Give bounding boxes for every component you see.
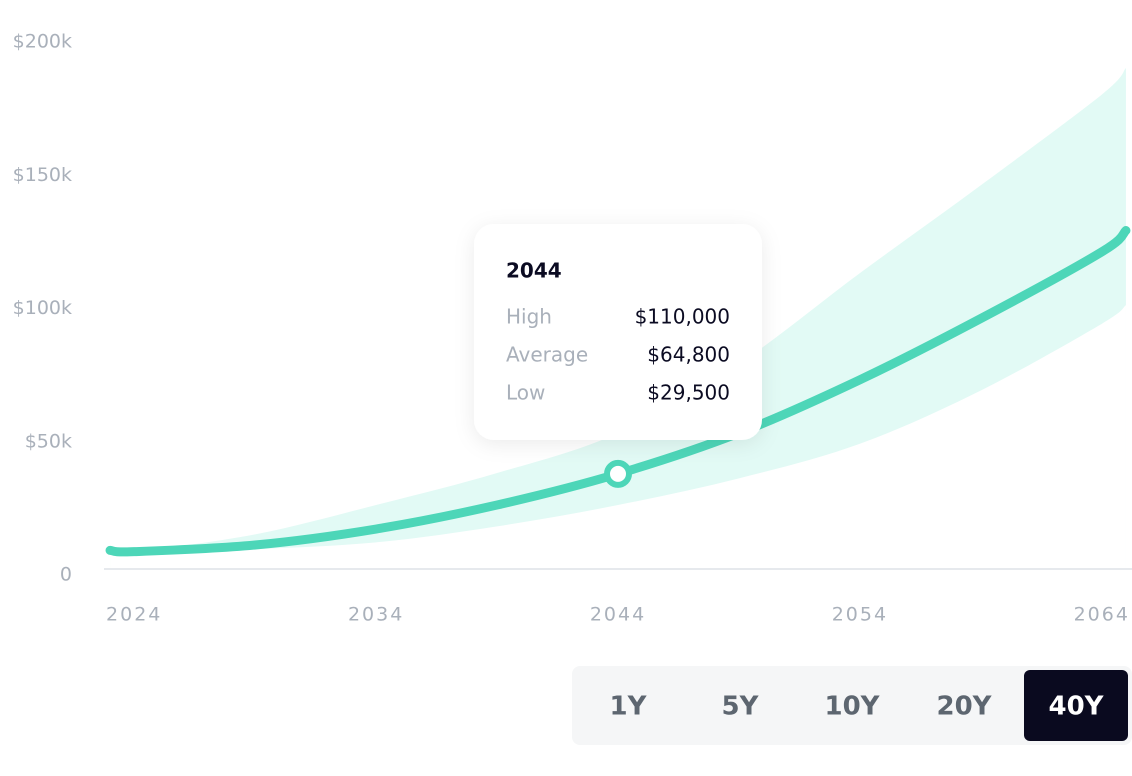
tooltip-value: $110,000 <box>635 305 730 329</box>
range-button-selected <box>1024 670 1128 741</box>
tooltip-title: 2044 <box>506 259 562 283</box>
y-tick-label: $50k <box>25 430 72 452</box>
tooltip-label: High <box>506 305 552 329</box>
x-tick-label: 2034 <box>348 604 404 626</box>
tooltip-value: $29,500 <box>647 381 730 405</box>
tooltip: 2044 High $110,000 Average $64,800 Low $29,50… <box>474 224 762 440</box>
range-button[interactable]: 20Y <box>936 692 992 722</box>
x-tick-label: 2024 <box>106 604 162 626</box>
y-tick-label: $150k <box>13 164 72 186</box>
range-button[interactable]: 40Y <box>1048 692 1104 722</box>
range-buttons: 1Y 5Y 10Y 20Y 40Y <box>610 670 1128 741</box>
tooltip-label: Low <box>506 381 545 405</box>
y-tick-label: $100k <box>13 297 72 319</box>
tooltip-label: Average <box>506 343 588 367</box>
range-button[interactable]: 10Y <box>824 692 880 722</box>
tooltip-box <box>474 224 762 440</box>
x-tick-label: 2044 <box>590 604 646 626</box>
y-tick-label: $200k <box>13 31 72 53</box>
x-tick-label: 2064 <box>1074 604 1130 626</box>
tooltip-value: $64,800 <box>647 343 730 367</box>
range-bar <box>572 666 1132 745</box>
range-button[interactable]: 5Y <box>722 692 760 722</box>
range-button[interactable]: 1Y <box>610 692 648 722</box>
plot: 0 $50k $100k $150k $200k 2024 2034 2044 2054 2064 <box>13 31 1132 626</box>
low-area <box>110 305 1126 569</box>
hover-marker <box>604 459 632 488</box>
x-tick-label: 2054 <box>832 604 888 626</box>
y-tick-label: 0 <box>60 564 72 586</box>
